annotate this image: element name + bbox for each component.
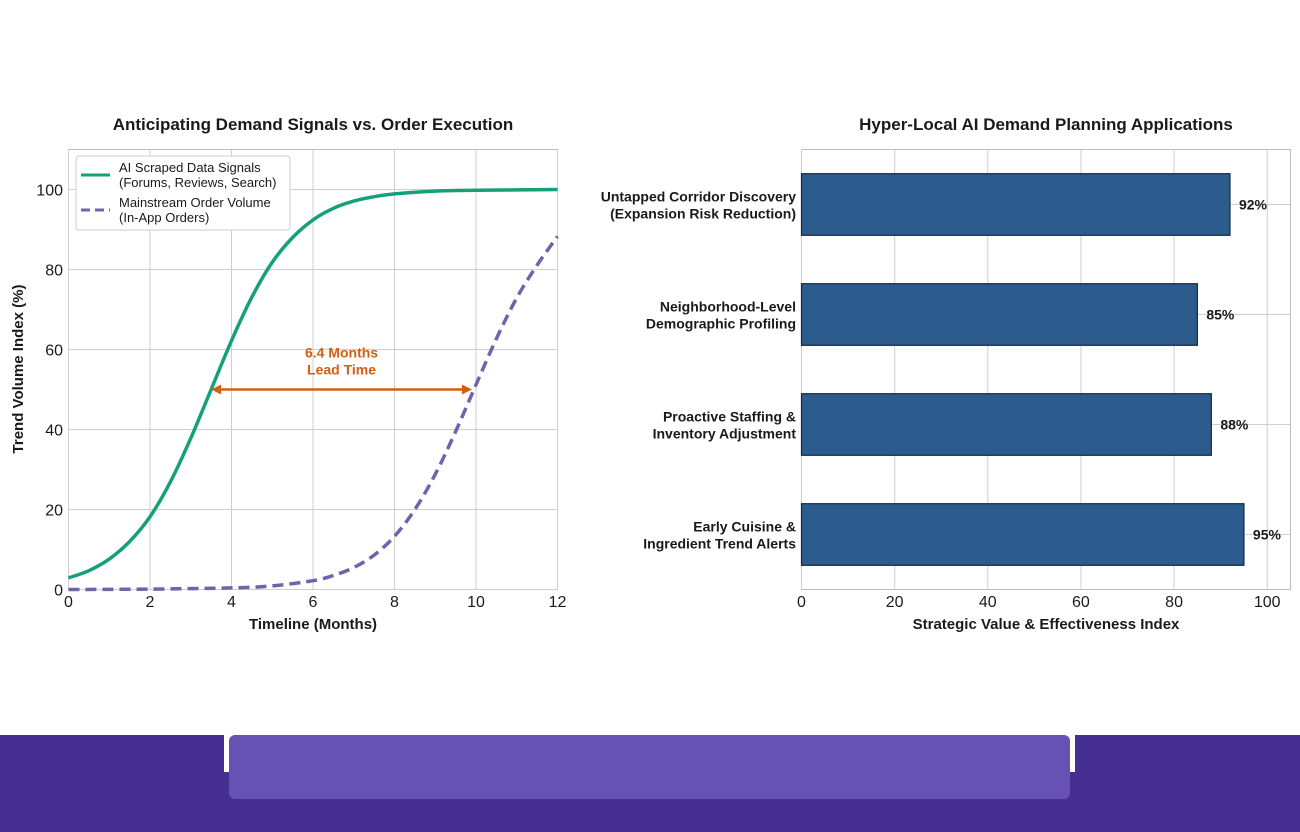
line-chart-x-tick: 8 <box>390 594 399 611</box>
line-chart-y-label: Trend Volume Index (%) <box>10 285 27 454</box>
legend-label-orders: Mainstream Order Volume (In-App Orders) <box>119 195 271 225</box>
bar-value-label: 88% <box>1220 417 1249 433</box>
bar-value-label: 95% <box>1253 527 1282 543</box>
orders-line <box>68 235 559 592</box>
bar-chart-x-tick: 0 <box>797 594 806 611</box>
bar-0 <box>800 173 1231 236</box>
bar-chart-x-tick: 100 <box>1254 594 1281 611</box>
bar-value-label: 85% <box>1206 307 1235 323</box>
bar-chart-x-tick: 40 <box>979 594 997 611</box>
bar-chart-x-ticks: 0 20 40 60 80 100 <box>797 594 1281 611</box>
line-chart-y-ticks: 0 20 40 60 80 100 <box>36 183 63 600</box>
line-chart-series <box>67 187 559 592</box>
line-chart-x-ticks: 0 2 4 6 8 10 12 <box>64 594 566 611</box>
line-chart-x-tick: 12 <box>549 594 567 611</box>
lead-time-annotation: 6.4 Months Lead Time <box>211 345 472 395</box>
line-chart-y-tick: 20 <box>45 503 63 520</box>
lead-time-label: 6.4 Months Lead Time <box>305 345 378 378</box>
bar-category-label: Proactive Staffing & Inventory Adjustment <box>653 409 797 442</box>
signals-line <box>67 187 558 580</box>
applications-bar-chart: 92% 85% 88% 95% 0 20 40 60 80 100 Untapped Corri… <box>601 115 1291 633</box>
line-chart-y-tick: 60 <box>45 343 63 360</box>
lead-time-arrowhead-right <box>461 384 472 395</box>
line-chart-y-tick: 0 <box>54 583 63 600</box>
line-chart-x-tick: 0 <box>64 594 73 611</box>
bar-chart-title: Hyper-Local AI Demand Planning Applicati… <box>859 115 1233 134</box>
line-chart-x-tick: 4 <box>227 594 236 611</box>
lead-time-arrowhead-left <box>211 384 222 395</box>
bar-category-label: Neighborhood-Level Demographic Profiling <box>646 299 796 332</box>
lead-time-line-chart: 0 2 4 6 8 10 12 0 20 40 60 80 100 6.4 Months Lead Ti… <box>10 115 567 633</box>
bar-chart-x-label: Strategic Value & Effectiveness Index <box>913 616 1180 633</box>
line-chart-title: Anticipating Demand Signals vs. Order Ex… <box>113 115 514 134</box>
bar-chart-x-tick: 20 <box>886 594 904 611</box>
bar-category-label: Untapped Corridor Discovery (Expansion Ri… <box>601 189 796 222</box>
legend-box <box>75 155 291 231</box>
bar-chart-x-tick: 80 <box>1165 594 1183 611</box>
bar-chart-x-tick: 60 <box>1072 594 1090 611</box>
line-chart-x-tick: 10 <box>467 594 485 611</box>
line-chart-x-label: Timeline (Months) <box>249 616 377 633</box>
bar-3 <box>800 503 1245 566</box>
legend-label-signals: AI Scraped Data Signals (Forums, Reviews,… <box>119 160 276 190</box>
bar-1 <box>800 283 1198 346</box>
line-chart-x-tick: 2 <box>146 594 155 611</box>
line-chart-y-tick: 40 <box>45 423 63 440</box>
bar-2 <box>800 393 1212 456</box>
figure: 0 2 4 6 8 10 12 0 20 40 60 80 100 6.4 Months Lead Ti… <box>10 115 1291 633</box>
line-chart-x-tick: 6 <box>309 594 318 611</box>
bar-chart-category-labels: Untapped Corridor Discovery (Expansion Ri… <box>601 189 797 552</box>
line-chart-y-tick: 80 <box>45 263 63 280</box>
bar-category-label: Early Cuisine & Ingredient Trend Alerts <box>643 519 796 552</box>
bar-value-label: 92% <box>1239 197 1268 213</box>
bar-chart-bars: 92% 85% 88% 95% <box>800 173 1282 566</box>
line-chart-legend: AI Scraped Data Signals (Forums, Reviews,… <box>75 155 291 231</box>
line-chart-y-tick: 100 <box>36 183 63 200</box>
bottom-bar-panel[interactable] <box>229 735 1070 799</box>
